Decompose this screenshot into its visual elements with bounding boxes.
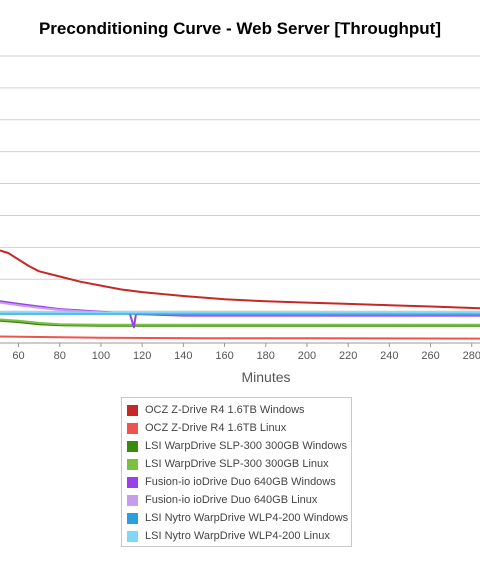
x-tick-label: 200 — [298, 350, 316, 362]
legend-swatch — [127, 404, 138, 416]
legend-item: OCZ Z-Drive R4 1.6TB Windows — [122, 401, 351, 419]
legend-item: Fusion-io ioDrive Duo 640GB Windows — [122, 473, 351, 491]
legend-label: LSI WarpDrive SLP-300 300GB Linux — [145, 458, 329, 470]
legend-label: Fusion-io ioDrive Duo 640GB Windows — [145, 476, 336, 488]
series-line-3 — [0, 319, 480, 327]
x-tick-label: 220 — [339, 350, 357, 362]
legend-label: LSI Nytro WarpDrive WLP4-200 Windows — [145, 512, 349, 524]
chart-title: Preconditioning Curve - Web Server [Thro… — [38, 19, 442, 38]
x-tick-label: 160 — [215, 350, 233, 362]
legend-label: OCZ Z-Drive R4 1.6TB Windows — [145, 404, 305, 416]
legend-item: LSI WarpDrive SLP-300 300GB Linux — [122, 455, 351, 473]
legend-swatch — [127, 530, 138, 542]
series-line-1 — [0, 249, 480, 310]
legend-item: Fusion-io ioDrive Duo 640GB Linux — [122, 491, 351, 509]
series-line-5 — [0, 300, 480, 329]
x-tick-label: 180 — [257, 350, 275, 362]
x-axis-label: Minutes — [241, 369, 290, 385]
series-line-4 — [0, 318, 480, 326]
legend-label: Fusion-io ioDrive Duo 640GB Linux — [145, 494, 318, 506]
legend-label: OCZ Z-Drive R4 1.6TB Linux — [145, 422, 287, 434]
legend-item: OCZ Z-Drive R4 1.6TB Linux — [122, 419, 351, 437]
series-line-2 — [0, 335, 480, 340]
legend-item: LSI Nytro WarpDrive WLP4-200 Linux — [122, 527, 351, 545]
series-layer — [0, 249, 480, 340]
x-tick-label: 240 — [380, 350, 398, 362]
legend-item: LSI Nytro WarpDrive WLP4-200 Windows — [122, 509, 351, 527]
x-tick-label: 140 — [174, 350, 192, 362]
legend-swatch — [127, 494, 138, 506]
legend-swatch — [127, 512, 138, 524]
x-tick-label: 100 — [92, 350, 110, 362]
x-tick-label: 80 — [54, 350, 66, 362]
legend: OCZ Z-Drive R4 1.6TB Windows OCZ Z-Drive … — [121, 397, 352, 547]
legend-swatch — [127, 422, 138, 434]
x-tick-label: 120 — [133, 350, 151, 362]
x-tick-label: 260 — [421, 350, 439, 362]
legend-label: LSI WarpDrive SLP-300 300GB Windows — [145, 440, 347, 452]
legend-swatch — [127, 440, 138, 452]
x-tick-label: 280 — [463, 350, 480, 362]
legend-swatch — [127, 476, 138, 488]
legend-label: LSI Nytro WarpDrive WLP4-200 Linux — [145, 530, 330, 542]
legend-swatch — [127, 458, 138, 470]
chart-plot: 60 80 100 120 140 160 180 200 220 240 260 280 Minute… — [0, 55, 480, 385]
legend-item: LSI WarpDrive SLP-300 300GB Windows — [122, 437, 351, 455]
x-tick-label: 60 — [12, 350, 24, 362]
axis-layer: 60 80 100 120 140 160 180 200 220 240 260 280 Minute… — [0, 342, 480, 385]
